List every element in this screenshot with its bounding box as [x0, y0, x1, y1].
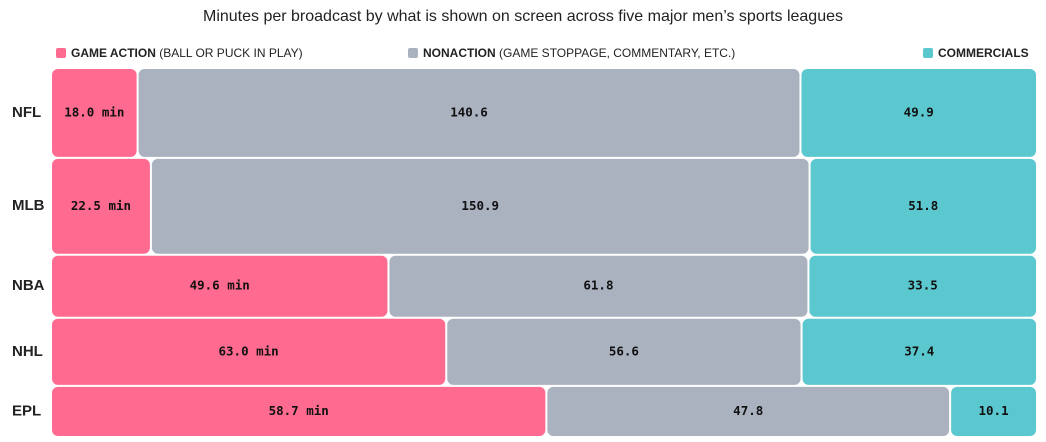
legend-swatch-nonaction [408, 48, 418, 58]
legend-nonaction: NONACTION (GAME STOPPAGE, COMMENTARY, ET… [408, 46, 735, 62]
data-label-nfl-commercials: 49.9 [904, 104, 934, 119]
data-label-mlb-commercials: 51.8 [908, 198, 938, 213]
data-label-mlb-game_action: 22.5 min [71, 198, 131, 213]
bar-mlb-game_action [52, 158, 150, 254]
bar-nfl-game_action [52, 69, 137, 157]
legend-game-action: GAME ACTION (BALL OR PUCK IN PLAY) [56, 46, 303, 62]
data-label-epl-nonaction: 47.8 [733, 403, 763, 418]
data-label-nba-commercials: 33.5 [908, 278, 938, 293]
bar-nba-game_action [52, 255, 388, 317]
legend-name-nonaction: NONACTION [423, 46, 496, 60]
data-label-mlb-nonaction: 150.9 [461, 198, 499, 213]
data-label-nfl-nonaction: 140.6 [450, 104, 488, 119]
row-label-nfl: NFL [12, 104, 41, 121]
data-label-epl-commercials: 10.1 [979, 403, 1009, 418]
data-label-epl-game_action: 58.7 min [269, 403, 329, 418]
bar-mlb-commercials [810, 158, 1036, 254]
bar-epl-nonaction [547, 386, 950, 436]
bar-nfl-nonaction [138, 69, 800, 157]
legend-note-game-action: (BALL OR PUCK IN PLAY) [159, 46, 303, 60]
bar-nhl-commercials [802, 318, 1036, 385]
legend-name-commercials: COMMERCIALS [938, 46, 1029, 60]
bar-nba-nonaction [389, 255, 808, 317]
bar-nhl-game_action [52, 318, 446, 385]
bar-epl-commercials [951, 386, 1036, 436]
row-label-nba: NBA [12, 277, 45, 294]
data-label-nfl-game_action: 18.0 min [64, 104, 124, 119]
data-label-nba-nonaction: 61.8 [583, 278, 613, 293]
legend-swatch-game-action [56, 48, 66, 58]
row-label-nhl: NHL [12, 343, 43, 360]
legend-commercials: COMMERCIALS [923, 46, 1029, 62]
data-label-nhl-nonaction: 56.6 [609, 343, 639, 358]
row-label-mlb: MLB [12, 197, 45, 214]
bar-nhl-nonaction [447, 318, 801, 385]
legend-name-game-action: GAME ACTION [71, 46, 156, 60]
legend-note-nonaction: (GAME STOPPAGE, COMMENTARY, ETC.) [499, 46, 736, 60]
data-label-nhl-commercials: 37.4 [904, 343, 934, 358]
bar-mlb-nonaction [151, 158, 809, 254]
bar-epl-game_action [52, 386, 546, 436]
legend-swatch-commercials [923, 48, 933, 58]
chart-title: Minutes per broadcast by what is shown o… [202, 8, 843, 25]
bar-nfl-commercials [801, 69, 1036, 157]
data-label-nhl-game_action: 63.0 min [219, 343, 279, 358]
row-label-epl: EPL [12, 402, 41, 419]
bar-nba-commercials [809, 255, 1036, 317]
data-label-nba-game_action: 49.6 min [190, 278, 250, 293]
